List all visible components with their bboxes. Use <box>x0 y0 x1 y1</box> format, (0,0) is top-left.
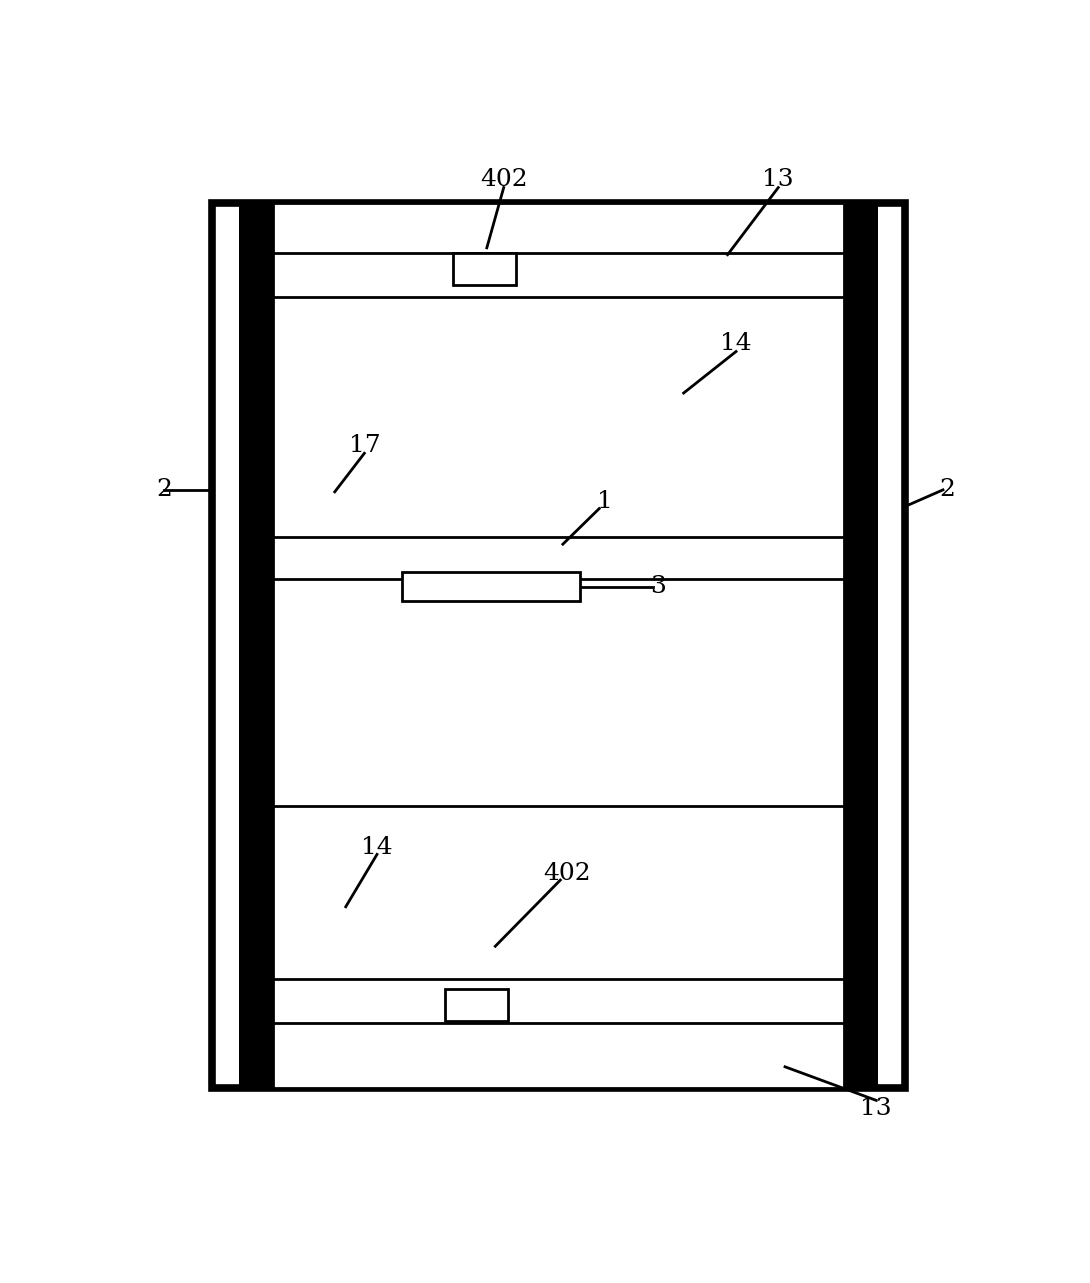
Text: 3: 3 <box>651 575 666 598</box>
Bar <box>453 253 517 285</box>
Text: 2: 2 <box>156 479 172 502</box>
Text: 13: 13 <box>762 168 795 191</box>
Text: 14: 14 <box>720 332 752 355</box>
Text: 13: 13 <box>860 1097 892 1120</box>
Text: 14: 14 <box>361 837 392 860</box>
Text: 402: 402 <box>480 168 528 191</box>
Bar <box>213 204 905 1088</box>
Text: 17: 17 <box>349 434 380 457</box>
Bar <box>274 204 844 1088</box>
Bar <box>445 989 508 1021</box>
Text: 1: 1 <box>597 490 613 513</box>
Bar <box>240 204 274 1088</box>
Bar <box>402 572 580 602</box>
Text: 2: 2 <box>940 479 955 502</box>
Bar <box>844 204 877 1088</box>
Text: 402: 402 <box>543 862 591 885</box>
